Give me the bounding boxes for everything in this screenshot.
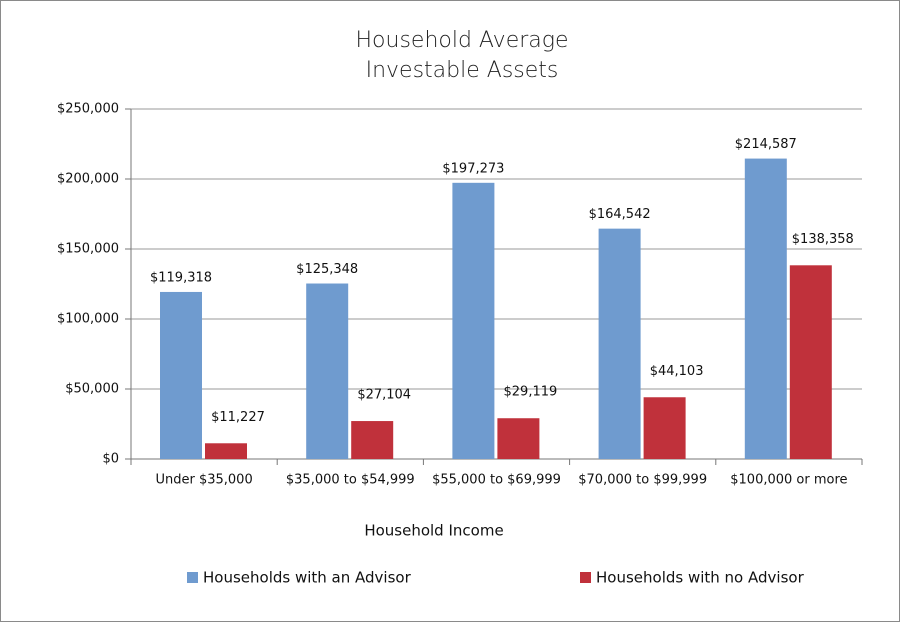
value-label: $119,318 <box>150 270 212 285</box>
chart-title: Household Average Investable Assets <box>355 28 569 83</box>
value-label: $138,358 <box>792 232 854 247</box>
x-tick-label: Under $35,000 <box>155 473 252 488</box>
x-tick-label: $70,000 to $99,999 <box>578 473 707 488</box>
value-label: $214,587 <box>735 137 797 152</box>
bar <box>643 397 686 459</box>
legend-text: Households with no Advisor <box>596 569 805 587</box>
y-tick-label: $150,000 <box>57 242 119 257</box>
value-label: $164,542 <box>589 207 651 222</box>
value-label: $27,104 <box>357 388 411 403</box>
value-label: $197,273 <box>442 161 504 176</box>
legend-swatch <box>580 572 591 583</box>
value-label: $29,119 <box>504 385 558 400</box>
y-tick-label: $200,000 <box>57 172 119 187</box>
y-tick-label: $0 <box>102 452 119 467</box>
value-label: $44,103 <box>650 364 704 379</box>
bar <box>160 291 202 459</box>
x-tick-label: $35,000 to $54,999 <box>286 473 415 488</box>
bar <box>205 443 247 459</box>
y-tick-label: $250,000 <box>57 102 119 117</box>
x-tick-label: $55,000 to $69,999 <box>432 473 561 488</box>
x-tick-label: $100,000 or more <box>730 473 847 488</box>
bar <box>351 421 394 459</box>
y-tick-label: $50,000 <box>65 382 119 397</box>
bar <box>452 182 495 459</box>
bar <box>598 228 641 459</box>
value-label: $11,227 <box>211 410 265 425</box>
legend-text: Households with an Advisor <box>203 569 412 587</box>
x-axis-title: Household Income <box>364 522 503 540</box>
bar <box>789 265 832 459</box>
bar <box>306 283 349 459</box>
y-tick-label: $100,000 <box>57 312 119 327</box>
bar <box>744 158 787 460</box>
legend-swatch <box>187 572 198 583</box>
bar <box>497 418 540 459</box>
value-label: $125,348 <box>296 262 358 277</box>
